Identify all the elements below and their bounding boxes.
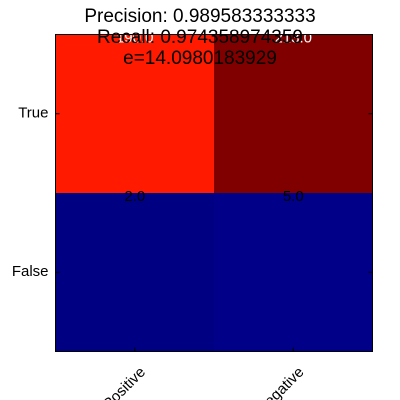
- plot-frame: [55, 34, 373, 352]
- title-recall: Recall: 0.974358974359: [96, 27, 303, 48]
- cell-value-label: 5.0: [283, 188, 304, 205]
- chart-title: Precision: 0.989583333333 Recall: 0.9743…: [0, 6, 400, 69]
- heatmap-cell-true-positive: [55, 34, 214, 193]
- x-tick-label: Positive: [100, 364, 149, 400]
- heatmap-cell-false-negative: [214, 193, 373, 352]
- y-tick-label: False: [12, 263, 49, 280]
- cells-layer: [55, 34, 373, 352]
- title-error: e=14.0980183929: [123, 48, 277, 69]
- cell-value-label: 2.0: [124, 188, 145, 205]
- x-tick-label: Negative: [254, 364, 308, 400]
- heatmap-cell-true-negative: [214, 34, 373, 193]
- title-precision: Precision: 0.989583333333: [84, 6, 316, 27]
- y-tick-label: True: [18, 105, 48, 122]
- heatmap-cell-false-positive: [55, 193, 214, 352]
